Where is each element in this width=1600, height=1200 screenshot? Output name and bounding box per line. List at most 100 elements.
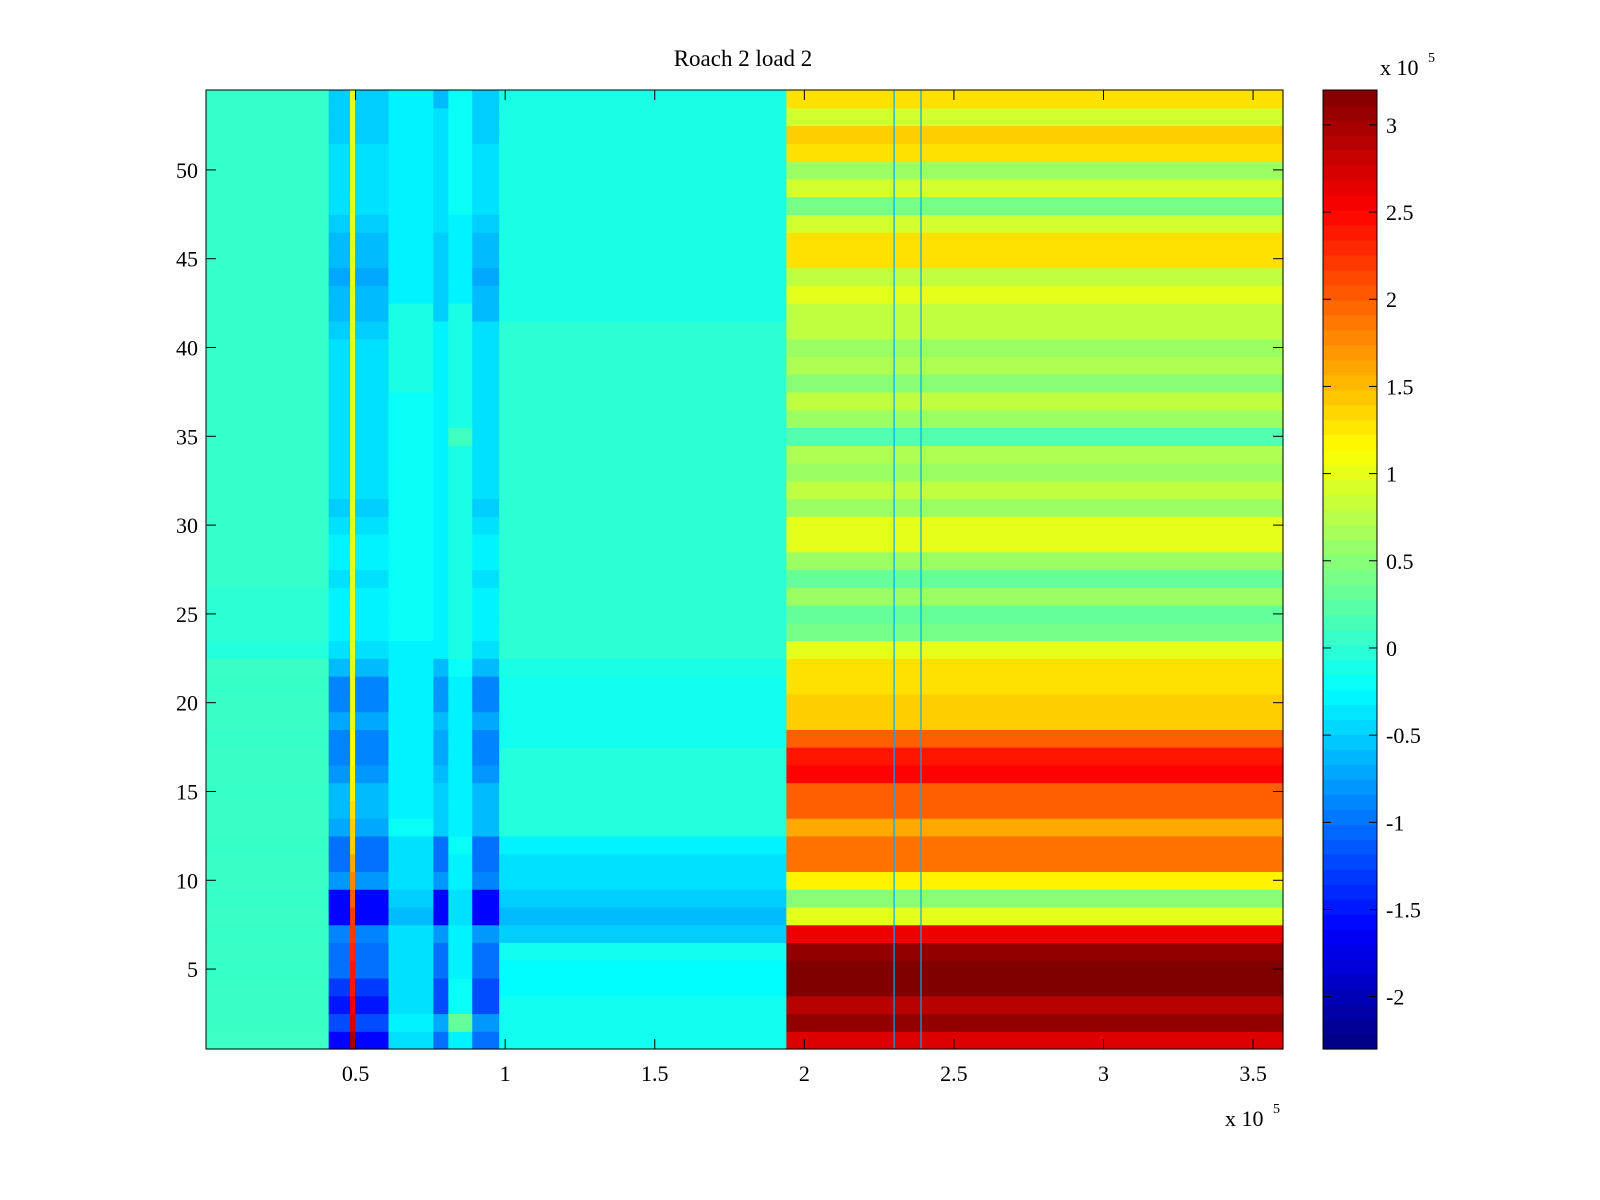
heatmap-cell [328, 480, 390, 500]
heatmap-cell [448, 498, 473, 517]
heatmap-line-cell [350, 587, 356, 606]
heatmap-cell [472, 622, 500, 642]
y-tick-label: 25 [176, 602, 198, 627]
colorbar-band [1323, 284, 1377, 301]
heatmap-cell [328, 942, 390, 961]
heatmap-cell [448, 90, 473, 109]
heatmap-cell [206, 143, 330, 162]
heatmap-line-cell [350, 924, 356, 944]
heatmap-cell [786, 125, 1284, 144]
heatmap-cell [448, 338, 473, 357]
colorbar-band [1323, 1034, 1377, 1050]
colorbar-tick-label: -1.5 [1386, 898, 1421, 923]
heatmap-cell [328, 356, 390, 375]
heatmap-cell [328, 676, 390, 695]
heatmap-cell [499, 995, 787, 1015]
heatmap-cell [206, 1031, 330, 1050]
heatmap-cell [786, 853, 1284, 873]
heatmap-cell [388, 480, 434, 500]
heatmap-cell [472, 214, 500, 233]
heatmap-line-cell [350, 871, 356, 890]
colorbar-band [1323, 464, 1377, 481]
heatmap-cell [786, 871, 1284, 890]
heatmap-cell [786, 622, 1284, 642]
heatmap-cell [388, 942, 434, 961]
heatmap-line-cell [350, 125, 356, 144]
heatmap-line-cell [350, 818, 356, 837]
heatmap-cell [388, 267, 434, 286]
colorbar-band [1323, 869, 1377, 885]
heatmap-line-cell [350, 356, 356, 375]
colorbar-band [1323, 164, 1377, 181]
heatmap-cell [206, 711, 330, 730]
colorbar-band [1323, 929, 1377, 945]
heatmap-cell [328, 516, 390, 535]
heatmap-cell [433, 320, 449, 340]
heatmap-cell [786, 516, 1284, 535]
colorbar-band [1323, 329, 1377, 346]
heatmap-line-cell [350, 782, 356, 801]
heatmap-cell [472, 338, 500, 357]
heatmap-cell [786, 427, 1284, 446]
heatmap-cell [433, 391, 449, 411]
heatmap-cell [206, 622, 330, 642]
heatmap-cell [448, 356, 473, 375]
heatmap-cell [433, 835, 449, 855]
heatmap-cell [499, 374, 787, 393]
colorbar-frame [1322, 89, 1378, 1050]
heatmap-cell [448, 622, 473, 642]
heatmap-cell [433, 889, 449, 908]
heatmap-cell [448, 480, 473, 500]
heatmap-cell [499, 871, 787, 890]
heatmap-cell [499, 977, 787, 997]
heatmap-cell [786, 800, 1284, 819]
colorbar-band [1323, 884, 1377, 900]
heatmap-cell [786, 533, 1284, 553]
heatmap-cell [448, 569, 473, 588]
heatmap-cell [472, 711, 500, 730]
heatmap-cell [472, 480, 500, 500]
heatmap-cell [499, 249, 787, 269]
heatmap-cell [388, 605, 434, 624]
heatmap-cell [328, 1031, 390, 1050]
heatmap-cell [448, 143, 473, 162]
heatmap-cell [472, 569, 500, 588]
heatmap-cell [472, 533, 500, 553]
heatmap-cell [472, 285, 500, 304]
heatmap-cell [448, 640, 473, 659]
heatmap-cell [433, 249, 449, 269]
heatmap-cell [433, 214, 449, 233]
heatmap-cell [206, 818, 330, 837]
heatmap-cell [206, 409, 330, 429]
heatmap-cell [448, 693, 473, 713]
heatmap-cell [499, 196, 787, 215]
heatmap-cell [499, 462, 787, 482]
heatmap-cell [499, 427, 787, 446]
heatmap-cell [328, 800, 390, 819]
heatmap-cell [448, 676, 473, 695]
heatmap-cell [388, 161, 434, 180]
colorbar-band [1323, 794, 1377, 810]
colorbar-band [1323, 659, 1377, 675]
heatmap-cell [786, 711, 1284, 730]
heatmap-cell [206, 90, 330, 109]
heatmap-cell [472, 125, 500, 144]
heatmap-cell [448, 445, 473, 464]
heatmap-cell [472, 391, 500, 411]
heatmap-cell [433, 107, 449, 127]
heatmap-line-cell [350, 320, 356, 340]
heatmap-cell [433, 747, 449, 766]
heatmap-cell [499, 622, 787, 642]
heatmap-cell [388, 1031, 434, 1050]
heatmap-cell [206, 587, 330, 606]
heatmap-cell [499, 143, 787, 162]
heatmap-cell [388, 196, 434, 215]
heatmap-line-cell [350, 622, 356, 642]
heatmap-cell [206, 516, 330, 535]
heatmap-cell [448, 107, 473, 127]
heatmap-cell [499, 711, 787, 730]
heatmap-cell [499, 320, 787, 340]
heatmap-cell [328, 995, 390, 1015]
heatmap-cell [206, 906, 330, 926]
heatmap-cell [448, 924, 473, 944]
